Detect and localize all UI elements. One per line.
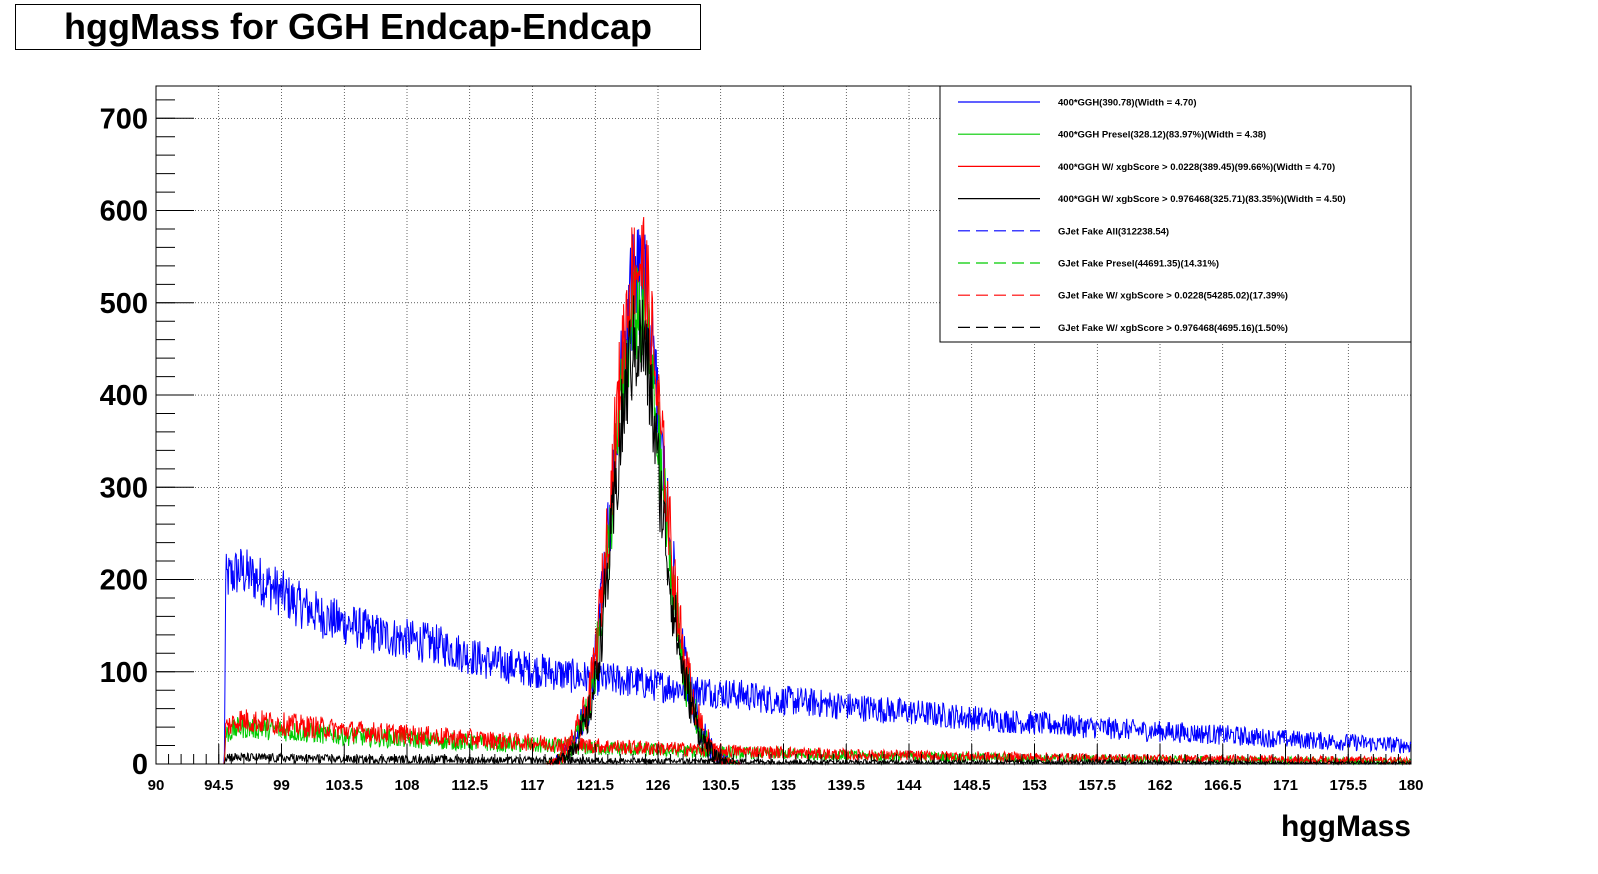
x-axis-title: hggMass <box>1281 810 1411 843</box>
x-tick-label: 130.5 <box>702 777 740 794</box>
x-tick-label: 121.5 <box>576 777 614 794</box>
legend-label: GJet Fake Presel(44691.35)(14.31%) <box>1058 259 1219 270</box>
x-tick-label: 153 <box>1022 777 1047 794</box>
legend-label: 400*GGH(390.78)(Width = 4.70) <box>1058 98 1197 109</box>
x-tick-label: 94.5 <box>204 777 233 794</box>
x-tick-label: 148.5 <box>953 777 991 794</box>
y-tick-label: 100 <box>100 657 148 689</box>
y-tick-label: 300 <box>100 472 148 504</box>
x-tick-label: 90 <box>148 777 165 794</box>
x-tick-label: 166.5 <box>1204 777 1242 794</box>
legend-label: 400*GGH W/ xgbScore > 0.0228(389.45)(99.… <box>1058 162 1335 173</box>
x-tick-label: 175.5 <box>1329 777 1367 794</box>
x-tick-label: 171 <box>1273 777 1298 794</box>
y-tick-label: 700 <box>100 103 148 135</box>
x-tick-label: 180 <box>1398 777 1423 794</box>
y-tick-label: 0 <box>132 749 148 781</box>
legend: 400*GGH(390.78)(Width = 4.70) 400*GGH Pre… <box>939 85 1412 343</box>
series-line <box>156 548 1412 765</box>
x-tick-label: 108 <box>394 777 419 794</box>
chart-title: hggMass for GGH Endcap-Endcap <box>15 4 701 50</box>
axes: 90 94.5 99 103.5 108 112.5 117 121.5 126 130.5 135… <box>100 99 1424 794</box>
y-tick-label: 200 <box>100 565 148 597</box>
x-tick-label: 103.5 <box>325 777 363 794</box>
x-tick-label: 117 <box>520 777 544 794</box>
x-tick-label: 112.5 <box>451 777 488 794</box>
y-tick-label: 600 <box>100 196 148 228</box>
legend-box <box>939 85 1412 343</box>
series-line <box>546 295 742 766</box>
x-tick-label: 162 <box>1147 777 1172 794</box>
legend-label: GJet Fake All(312238.54) <box>1058 226 1169 237</box>
grid-lines <box>156 86 1411 764</box>
legend-label: 400*GGH Presel(328.12)(83.97%)(Width = 4… <box>1058 130 1266 141</box>
legend-label: 400*GGH W/ xgbScore > 0.976468(325.71)(8… <box>1058 194 1346 205</box>
x-tick-label: 126 <box>645 777 670 794</box>
x-tick-label: 144 <box>896 777 922 794</box>
legend-label: GJet Fake W/ xgbScore > 0.0228(54285.02)… <box>1058 291 1288 302</box>
x-tick-label: 157.5 <box>1078 777 1116 794</box>
x-tick-label: 139.5 <box>827 777 865 794</box>
x-tick-label: 135 <box>771 777 796 794</box>
x-tick-label: 99 <box>273 777 290 794</box>
legend-label: GJet Fake W/ xgbScore > 0.976468(4695.16… <box>1058 323 1288 334</box>
y-tick-label: 500 <box>100 288 148 320</box>
y-tick-label: 400 <box>100 380 148 412</box>
